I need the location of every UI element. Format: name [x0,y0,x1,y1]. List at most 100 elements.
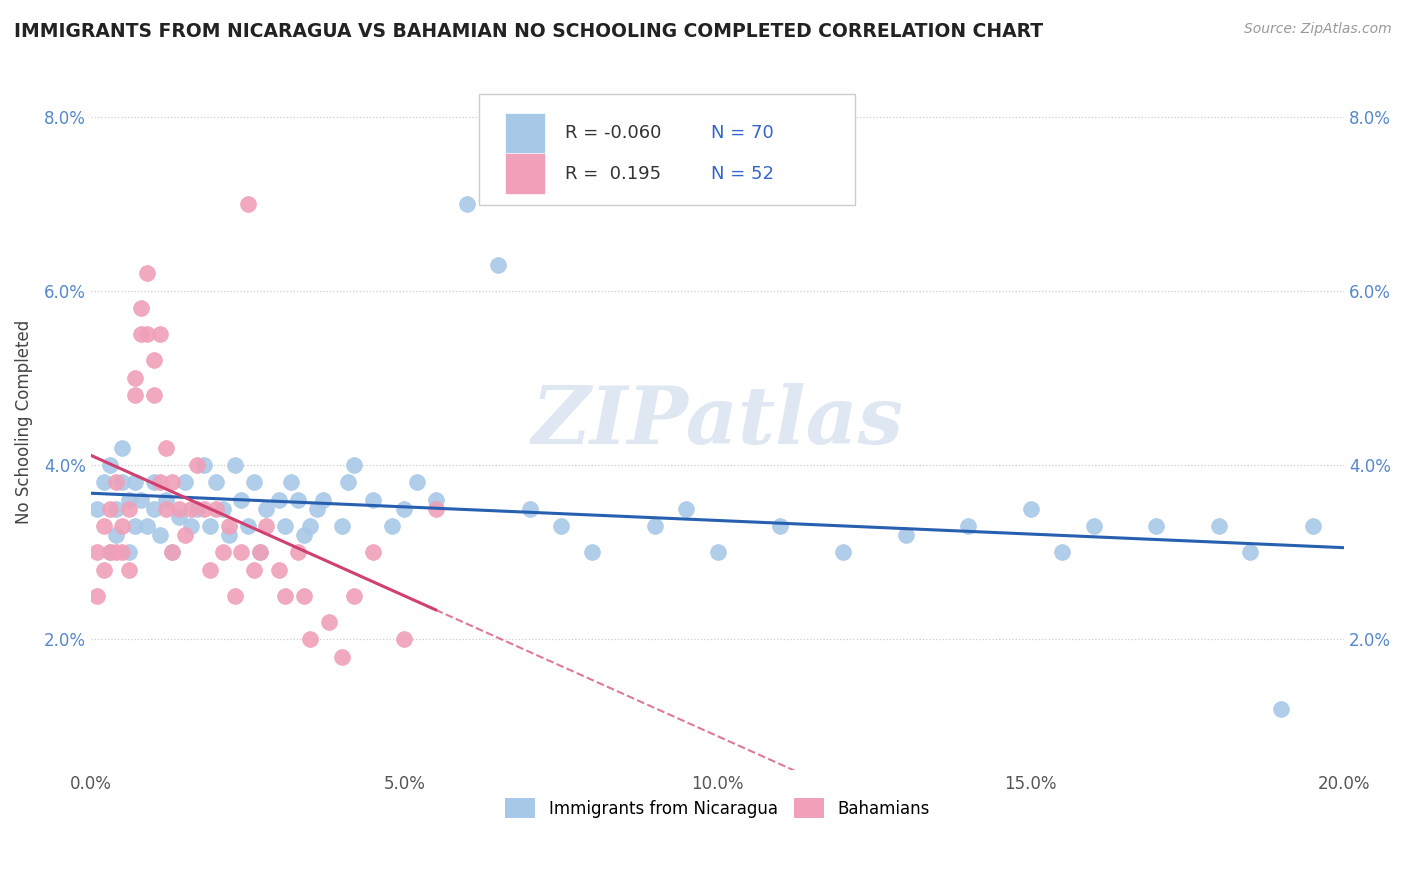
Point [581,545,603,559]
Point [1239,545,1261,559]
Point [312,492,335,507]
Point [167,501,190,516]
Point [550,519,572,533]
Point [299,632,322,647]
Point [361,545,384,559]
Point [186,501,208,516]
Point [86,545,108,559]
Point [249,545,271,559]
Point [280,475,302,490]
Point [124,388,146,402]
Point [957,519,980,533]
Point [105,475,128,490]
Point [124,519,146,533]
Point [1270,702,1292,716]
FancyBboxPatch shape [479,94,855,205]
Legend: Immigrants from Nicaragua, Bahamians: Immigrants from Nicaragua, Bahamians [499,792,936,824]
Point [644,519,666,533]
Point [1144,519,1167,533]
Point [287,492,309,507]
Point [111,475,134,490]
Point [211,545,233,559]
Point [381,519,404,533]
Point [394,501,416,516]
Point [117,492,139,507]
Point [218,519,240,533]
Point [111,441,134,455]
Point [180,501,202,516]
Point [129,301,152,316]
Point [343,458,366,472]
Point [167,510,190,524]
Point [267,492,290,507]
Point [142,475,165,490]
Point [117,545,139,559]
Point [249,545,271,559]
Point [105,545,128,559]
Point [186,458,208,472]
Point [231,545,253,559]
Point [155,441,177,455]
Point [305,501,328,516]
Point [287,545,309,559]
Point [205,475,228,490]
Point [136,327,159,342]
Text: Source: ZipAtlas.com: Source: ZipAtlas.com [1244,22,1392,37]
Point [162,475,184,490]
Point [394,632,416,647]
Point [174,528,197,542]
Point [105,501,128,516]
FancyBboxPatch shape [505,153,544,194]
Point [111,545,134,559]
Point [336,475,359,490]
Point [274,589,297,603]
Point [330,519,353,533]
Point [136,519,159,533]
Point [162,545,184,559]
Point [218,528,240,542]
Point [405,475,427,490]
Point [86,501,108,516]
Point [142,388,165,402]
Text: R = -0.060: R = -0.060 [565,124,661,142]
Point [894,528,917,542]
Point [231,492,253,507]
Point [98,545,121,559]
Point [198,563,221,577]
Point [243,475,266,490]
Point [236,196,259,211]
Text: ZIPatlas: ZIPatlas [531,383,904,460]
Y-axis label: No Schooling Completed: No Schooling Completed [15,319,32,524]
Point [211,501,233,516]
Point [117,501,139,516]
Point [124,371,146,385]
Point [236,519,259,533]
Point [318,615,340,629]
Point [267,563,290,577]
Point [675,501,697,516]
Point [180,519,202,533]
Point [155,501,177,516]
Point [243,563,266,577]
Point [343,589,366,603]
Point [129,327,152,342]
Point [149,475,172,490]
Point [292,528,315,542]
Point [193,501,215,516]
Point [105,528,128,542]
Point [193,458,215,472]
Point [98,458,121,472]
Point [831,545,853,559]
Point [93,475,115,490]
Point [205,501,228,516]
Point [1302,519,1324,533]
Text: R =  0.195: R = 0.195 [565,165,661,183]
Point [425,492,447,507]
Point [142,353,165,368]
Point [98,501,121,516]
Point [98,545,121,559]
Point [129,492,152,507]
Point [299,519,322,533]
Point [254,501,277,516]
Point [1050,545,1073,559]
